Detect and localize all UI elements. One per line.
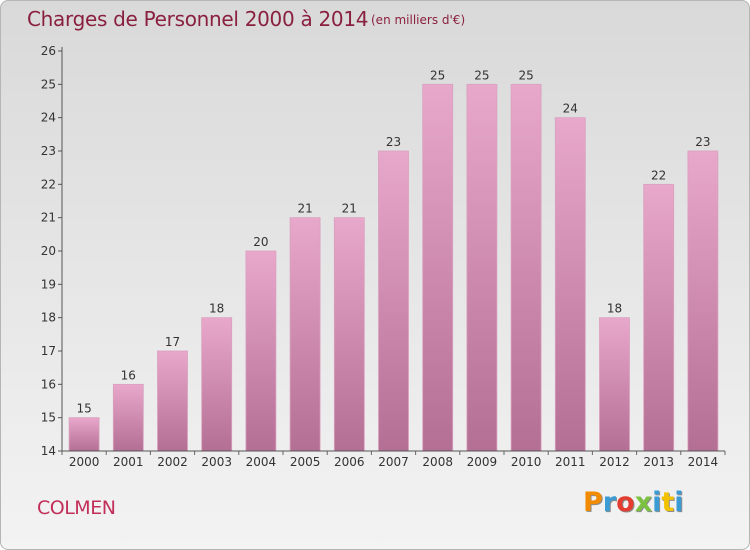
y-tick-label-26: 26 xyxy=(41,44,56,58)
x-tick-label-2006: 2006 xyxy=(334,455,365,469)
x-tick-label-2001: 2001 xyxy=(113,455,144,469)
x-tick-label-2008: 2008 xyxy=(422,455,453,469)
bar-2011 xyxy=(554,117,586,452)
x-tick-label-2011: 2011 xyxy=(555,455,586,469)
data-label-2007: 23 xyxy=(386,135,401,149)
y-tick-label-17: 17 xyxy=(41,344,56,358)
chart-unit: (en milliers d'€) xyxy=(371,13,466,27)
data-label-2004: 20 xyxy=(253,235,268,249)
bar-2007 xyxy=(378,150,409,452)
bar-2009 xyxy=(466,83,498,452)
y-tick-label-24: 24 xyxy=(41,111,56,125)
data-label-2009: 25 xyxy=(474,68,489,82)
bar-2006 xyxy=(333,217,365,452)
data-label-2010: 25 xyxy=(518,68,533,82)
y-tick-label-15: 15 xyxy=(41,411,56,425)
x-tick-label-2009: 2009 xyxy=(467,455,498,469)
y-tick-label-20: 20 xyxy=(41,244,56,258)
data-label-2002: 17 xyxy=(165,335,180,349)
data-label-2011: 24 xyxy=(563,102,578,116)
y-tick-label-25: 25 xyxy=(41,77,56,91)
y-tick-label-18: 18 xyxy=(41,311,56,325)
bar-2010 xyxy=(510,83,542,452)
data-label-2006: 21 xyxy=(342,202,357,216)
bar-2004 xyxy=(245,250,277,452)
bar-2002 xyxy=(157,350,188,452)
data-label-2012: 18 xyxy=(607,302,622,316)
logo-letter: P xyxy=(583,487,603,518)
proxiti-logo[interactable]: Proxiti xyxy=(583,487,684,518)
data-label-2014: 23 xyxy=(695,135,710,149)
x-tick-label-2003: 2003 xyxy=(201,455,232,469)
bar-2012 xyxy=(599,317,630,452)
chart-title: Charges de Personnel 2000 à 2014 xyxy=(27,7,369,31)
data-label-2003: 18 xyxy=(209,302,224,316)
data-label-2008: 25 xyxy=(430,68,445,82)
data-label-2000: 15 xyxy=(76,402,91,416)
logo-letter: o xyxy=(616,487,635,518)
x-tick-label-2005: 2005 xyxy=(290,455,321,469)
bar-2000 xyxy=(68,417,100,452)
logo-letter: i xyxy=(652,487,662,518)
x-tick-label-2013: 2013 xyxy=(643,455,674,469)
y-tick-label-16: 16 xyxy=(41,377,56,391)
x-tick-label-2000: 2000 xyxy=(69,455,100,469)
logo-letter: i xyxy=(674,487,684,518)
y-tick-label-23: 23 xyxy=(41,144,56,158)
bar-2001 xyxy=(112,383,144,452)
logo-letter: x xyxy=(634,487,653,518)
y-tick-label-21: 21 xyxy=(41,211,56,225)
x-tick-label-2014: 2014 xyxy=(688,455,719,469)
x-tick-label-2007: 2007 xyxy=(378,455,409,469)
commune-name: COLMEN xyxy=(37,497,116,519)
data-label-2013: 22 xyxy=(651,168,666,182)
y-tick-label-19: 19 xyxy=(41,277,56,291)
x-tick-label-2010: 2010 xyxy=(511,455,542,469)
x-tick-label-2002: 2002 xyxy=(157,455,188,469)
y-tick-label-22: 22 xyxy=(41,177,56,191)
bar-2014 xyxy=(687,150,719,452)
bar-2003 xyxy=(201,317,233,452)
bar-2013 xyxy=(643,183,675,452)
logo-letter: t xyxy=(661,487,675,518)
x-tick-label-2012: 2012 xyxy=(599,455,630,469)
x-tick-label-2004: 2004 xyxy=(246,455,277,469)
data-label-2005: 21 xyxy=(297,202,312,216)
y-tick-label-14: 14 xyxy=(41,444,56,458)
bar-2008 xyxy=(422,83,454,452)
data-label-2001: 16 xyxy=(121,368,136,382)
logo-letter: r xyxy=(602,487,617,518)
bar-2005 xyxy=(289,217,321,452)
